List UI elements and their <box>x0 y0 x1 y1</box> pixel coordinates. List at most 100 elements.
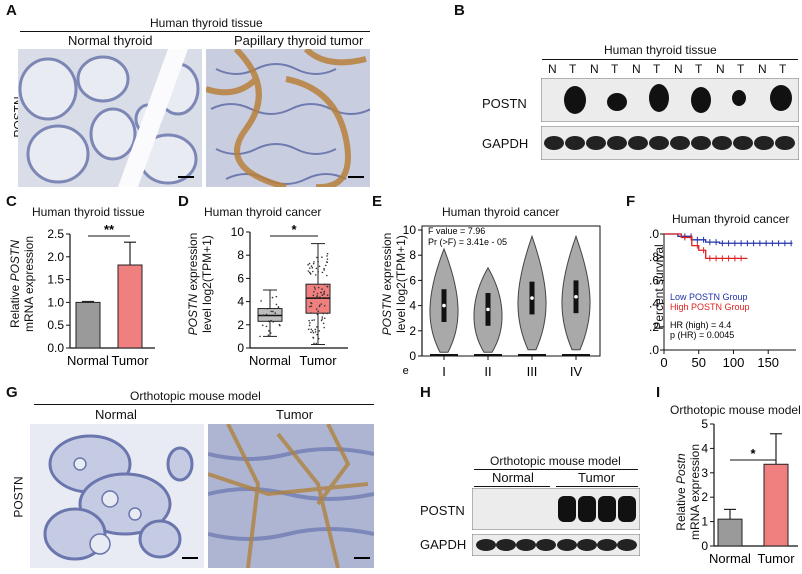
jitter-point <box>313 319 315 321</box>
jitter-point <box>308 267 311 269</box>
jitter-point <box>309 305 311 308</box>
y-tick-label: 2 <box>237 318 244 332</box>
panel-label-c: C <box>6 193 17 210</box>
jitter-point <box>310 302 312 304</box>
panel-h-postn-label: POSTN <box>420 503 465 518</box>
lane-label: T <box>611 62 619 76</box>
jitter-point <box>308 262 311 265</box>
jitter-point <box>313 261 315 263</box>
violin-median <box>530 296 534 300</box>
panel-c-bar-chart: 0.0 0.5 1.0 1.5 2.0 2.5 Normal Tumor ** <box>47 222 155 368</box>
jitter-point <box>279 324 281 327</box>
jitter-point <box>326 252 329 255</box>
jitter-point <box>322 312 325 315</box>
jitter-point <box>315 308 318 310</box>
x-tick-label: IV <box>570 364 583 379</box>
jitter-point <box>326 312 329 315</box>
jitter-point <box>272 310 274 313</box>
violin-median <box>442 303 446 308</box>
jitter-point <box>310 312 312 314</box>
panel-label-i: I <box>656 384 661 401</box>
jitter-point <box>320 303 323 305</box>
hr-text: HR (high) = 4.4 <box>670 320 731 330</box>
lane-label: N <box>590 62 599 76</box>
jitter-point <box>326 294 329 296</box>
jitter-point <box>265 313 268 316</box>
panel-a-title: Human thyroid tissue <box>150 16 263 30</box>
jitter-point <box>310 331 312 334</box>
y-tick-label: 0.5 <box>47 318 64 332</box>
jitter-point <box>315 267 318 270</box>
y-tick-label: 3 <box>701 466 708 480</box>
y-tick-label: 1.0 <box>650 227 659 241</box>
y-tick-label: 0.0 <box>650 343 659 357</box>
y-tick-label: 4 <box>237 295 244 309</box>
y-tick-label: 1.5 <box>47 273 64 287</box>
jitter-point <box>275 303 278 306</box>
x-tick-label: 50 <box>692 355 706 370</box>
significance-mark: * <box>291 222 297 237</box>
jitter-point <box>311 266 314 269</box>
jitter-point <box>326 255 328 257</box>
panel-f-survival-plot: 0.0 0.2 0.4 0.6 0.8 1.0 0 50 100 150 Low POSTN Gro… <box>650 227 796 370</box>
panel-h-title: Orthotopic mouse model <box>490 454 621 468</box>
jitter-point <box>316 292 319 295</box>
jitter-point <box>317 286 320 289</box>
y-tick-label: 0.6 <box>650 273 659 287</box>
panel-e-title: Human thyroid cancer <box>442 205 560 219</box>
jitter-point <box>321 316 324 318</box>
jitter-point <box>277 307 280 309</box>
jitter-point <box>267 320 270 323</box>
panel-i-title: Orthotopic mouse model <box>670 403 801 417</box>
jitter-point <box>321 256 323 259</box>
legend-high-group: High POSTN Group <box>670 302 750 312</box>
jitter-point <box>271 296 274 299</box>
y-tick-label: 0 <box>237 341 244 355</box>
papillary-tumor-micrograph <box>206 49 370 187</box>
panel-g-postn-label: POSTN <box>11 476 26 518</box>
y-tick-label: 0.2 <box>650 320 659 334</box>
jitter-point <box>323 292 325 294</box>
bar <box>75 301 101 349</box>
x-tick-label: 0 <box>660 355 667 370</box>
x-tick-label: Normal <box>67 353 109 368</box>
jitter-point <box>322 322 325 325</box>
lane-label: N <box>716 62 725 76</box>
jitter-point <box>275 295 278 298</box>
jitter-point <box>319 296 321 299</box>
y-tick-label: 0 <box>409 349 416 363</box>
jitter-point <box>326 261 328 263</box>
jitter-point <box>323 293 325 296</box>
jitter-point <box>259 335 261 338</box>
panel-label-f: F <box>626 193 636 210</box>
panel-h-postn-blot <box>472 488 640 530</box>
jitter-point <box>262 314 265 316</box>
panel-g-tumor-label: Tumor <box>276 407 314 422</box>
jitter-point <box>318 265 321 268</box>
panel-label-a: A <box>6 2 17 19</box>
panel-label-d: D <box>178 193 189 210</box>
jitter-point <box>314 274 317 276</box>
lane-label: N <box>632 62 641 76</box>
jitter-point <box>317 260 319 263</box>
jitter-point <box>323 304 326 307</box>
jitter-point <box>321 288 323 290</box>
x-tick-label: 100 <box>723 355 745 370</box>
panel-h-normal-line <box>474 486 550 487</box>
f-value-text: F value = 7.96 <box>428 226 485 236</box>
panel-label-b: B <box>454 2 465 19</box>
jitter-point <box>308 324 311 327</box>
bar <box>117 264 143 349</box>
jitter-point <box>313 290 315 293</box>
mouse-normal-micrograph <box>30 424 204 568</box>
x-tick-label: Tumor <box>757 551 795 566</box>
jitter-point <box>323 269 325 271</box>
y-tick-label: 0.8 <box>650 250 659 264</box>
jitter-point <box>260 300 262 302</box>
jitter-point <box>323 317 326 320</box>
y-tick-label: 2 <box>701 490 708 504</box>
jitter-point <box>310 305 313 307</box>
panel-label-h: H <box>420 384 431 401</box>
x-tick-label: I <box>442 364 446 379</box>
y-tick-label: 2.0 <box>47 250 64 264</box>
